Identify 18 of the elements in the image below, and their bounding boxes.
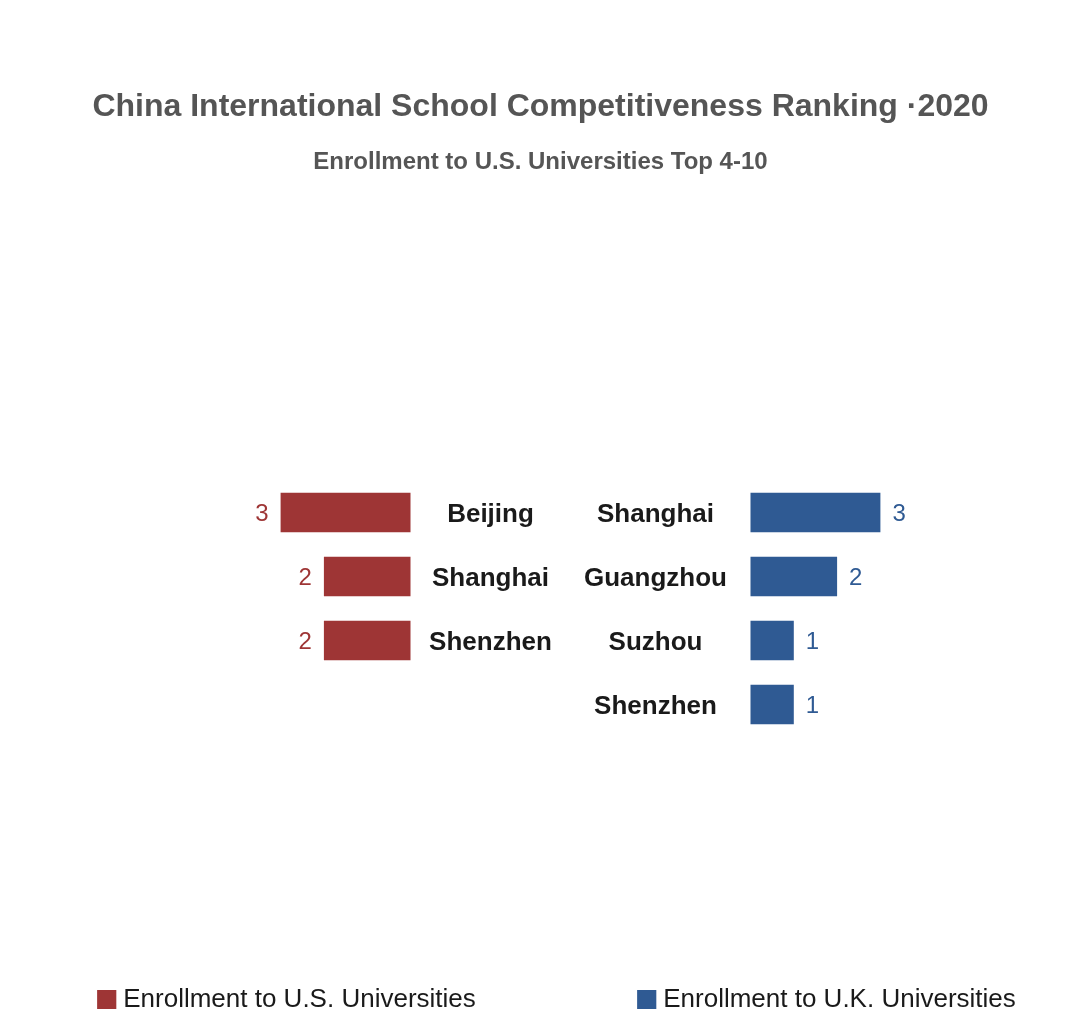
data-label: 1 — [805, 627, 820, 654]
data-label: 2 — [298, 627, 312, 654]
y-tick-label: Guangzhou — [584, 561, 727, 592]
legend-label: Enrollment to U.S. Universities — [123, 983, 476, 1014]
y-tick-label: Shanghai — [431, 561, 550, 592]
y-tick-label: Beijing — [447, 497, 534, 528]
y-tick-label: Shenzhen — [594, 689, 717, 720]
legend-label: Enrollment to U.K. Universities — [663, 983, 1016, 1014]
data-label: 3 — [892, 499, 906, 526]
data-label: 1 — [805, 691, 820, 718]
y-tick-label: Shenzhen — [429, 625, 552, 656]
text: China International School Competitiveness Ranking ·2020 — [92, 86, 989, 123]
y-tick-label: Shanghai — [596, 497, 715, 528]
y-tick-label: Suzhou — [608, 625, 703, 656]
data-label: 2 — [298, 563, 312, 590]
data-label: 3 — [255, 499, 269, 526]
text: Enrollment to U.S. Universities Top 4-10 — [313, 147, 768, 174]
data-label: 2 — [849, 563, 863, 590]
